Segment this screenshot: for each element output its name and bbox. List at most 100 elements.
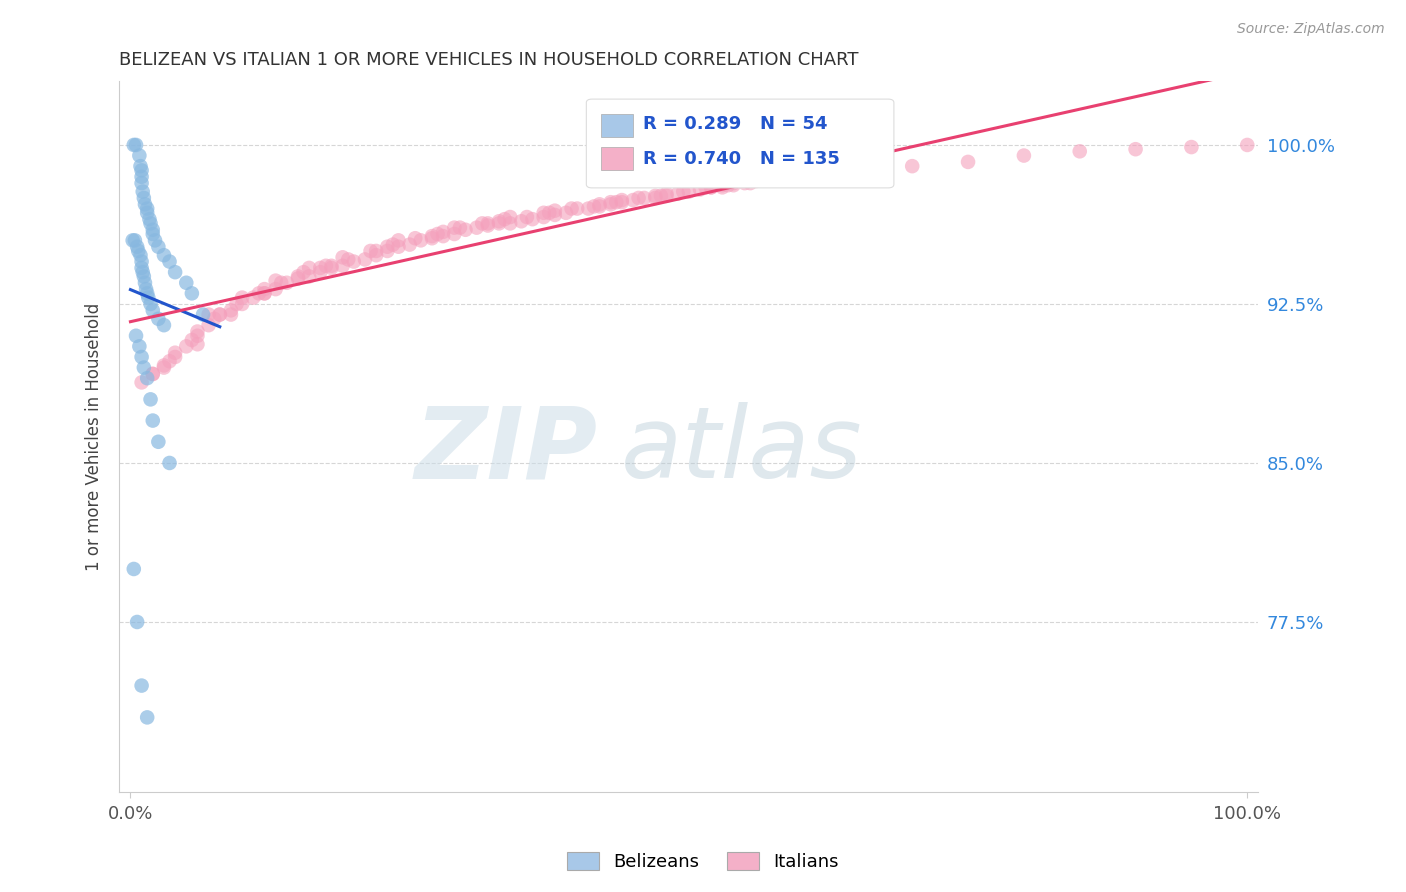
Point	[360, 244, 382, 258]
Point	[153, 359, 176, 373]
Point	[131, 163, 153, 178]
Point	[186, 325, 208, 339]
Point	[309, 265, 332, 279]
Point	[132, 360, 155, 375]
Point	[756, 172, 779, 186]
Point	[128, 148, 150, 162]
Point	[845, 163, 868, 178]
Point	[533, 206, 555, 220]
Point	[132, 265, 155, 279]
Point	[465, 220, 488, 235]
Point	[292, 265, 315, 279]
Text: R = 0.289   N = 54: R = 0.289 N = 54	[644, 115, 828, 133]
Point	[125, 328, 148, 343]
Point	[131, 376, 153, 390]
Point	[488, 214, 510, 228]
Point	[191, 308, 214, 322]
Point	[723, 178, 745, 193]
Point	[644, 191, 666, 205]
Point	[766, 169, 789, 184]
Point	[131, 176, 153, 190]
Point	[142, 367, 165, 381]
Point	[197, 308, 219, 322]
Text: atlas: atlas	[620, 402, 862, 500]
Point	[208, 308, 231, 322]
Point	[208, 308, 231, 322]
Point	[332, 259, 354, 273]
Point	[153, 360, 176, 375]
Point	[588, 199, 610, 213]
Point	[689, 182, 711, 196]
Point	[135, 282, 157, 296]
Point	[219, 303, 242, 318]
Point	[337, 252, 360, 267]
Point	[420, 231, 443, 245]
Point	[381, 237, 404, 252]
Point	[387, 240, 409, 254]
Point	[270, 276, 292, 290]
Point	[139, 216, 162, 230]
Point	[723, 176, 745, 190]
Point	[477, 216, 499, 230]
Point	[132, 185, 155, 199]
Point	[599, 195, 621, 210]
Point	[132, 269, 155, 284]
Point	[375, 240, 398, 254]
Point	[142, 223, 165, 237]
Point	[202, 311, 225, 326]
Point	[426, 227, 449, 241]
Point	[711, 178, 734, 193]
Point	[432, 229, 454, 244]
Point	[477, 219, 499, 233]
Point	[253, 282, 276, 296]
Point	[834, 163, 856, 178]
Point	[136, 202, 159, 216]
Point	[700, 180, 723, 194]
Point	[159, 254, 181, 268]
Point	[633, 191, 655, 205]
Point	[165, 265, 187, 279]
Point	[298, 269, 321, 284]
Point	[789, 168, 811, 182]
Point	[138, 212, 160, 227]
Point	[538, 206, 561, 220]
Point	[321, 259, 343, 273]
Point	[309, 260, 332, 275]
Point	[432, 225, 454, 239]
Point	[443, 227, 465, 241]
Point	[315, 259, 337, 273]
Point	[650, 189, 672, 203]
Point	[1012, 148, 1035, 162]
Point	[778, 169, 800, 184]
Point	[148, 311, 170, 326]
Point	[655, 189, 678, 203]
Point	[740, 176, 762, 190]
Point	[599, 197, 621, 211]
Point	[287, 269, 309, 284]
Point	[142, 413, 165, 427]
Point	[231, 297, 253, 311]
Point	[127, 615, 149, 629]
Point	[174, 276, 197, 290]
Point	[627, 191, 650, 205]
Point	[247, 286, 270, 301]
Point	[420, 229, 443, 244]
Point	[136, 291, 159, 305]
Point	[131, 350, 153, 364]
Point	[561, 202, 583, 216]
Point	[298, 260, 321, 275]
Point	[186, 328, 208, 343]
Point	[544, 208, 567, 222]
Point	[499, 210, 522, 224]
Point	[165, 345, 187, 359]
Point	[471, 216, 494, 230]
Point	[219, 308, 242, 322]
Point	[756, 172, 779, 186]
Point	[136, 710, 159, 724]
Point	[180, 333, 202, 347]
Point	[957, 155, 980, 169]
Point	[129, 248, 152, 262]
Text: Source: ZipAtlas.com: Source: ZipAtlas.com	[1237, 22, 1385, 37]
Text: BELIZEAN VS ITALIAN 1 OR MORE VEHICLES IN HOUSEHOLD CORRELATION CHART: BELIZEAN VS ITALIAN 1 OR MORE VEHICLES I…	[120, 51, 859, 69]
Point	[142, 227, 165, 241]
